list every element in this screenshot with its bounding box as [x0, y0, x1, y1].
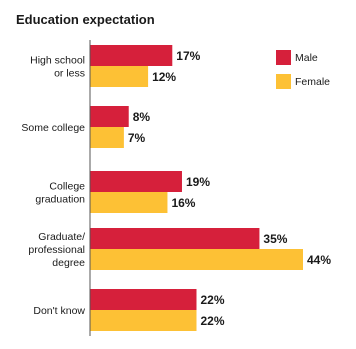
data-label: 44%	[307, 253, 331, 267]
legend-label-male: Male	[295, 52, 318, 64]
bar-male	[90, 45, 173, 66]
bars-layer	[90, 45, 303, 331]
category-label: professional	[28, 244, 85, 256]
category-label: Don't know	[33, 305, 85, 317]
legend: Male Female	[276, 50, 330, 89]
category-label: degree	[52, 257, 85, 269]
bar-female	[90, 66, 149, 87]
legend-swatch-female	[276, 74, 291, 89]
bar-male	[90, 106, 129, 127]
category-label: Graduate/	[38, 231, 85, 243]
bar-female	[90, 249, 303, 270]
data-label: 12%	[152, 70, 176, 84]
legend-swatch-male	[276, 50, 291, 65]
category-label: Some college	[21, 122, 85, 134]
data-label: 8%	[133, 110, 151, 124]
data-label: 22%	[201, 293, 225, 307]
bar-female	[90, 310, 197, 331]
data-label: 17%	[176, 49, 200, 63]
bar-male	[90, 171, 182, 192]
category-label: or less	[54, 68, 85, 80]
bar-male	[90, 289, 197, 310]
bar-female	[90, 127, 124, 148]
data-label: 7%	[128, 131, 146, 145]
category-label: graduation	[35, 194, 85, 206]
data-label: 16%	[171, 196, 195, 210]
data-label: 22%	[201, 314, 225, 328]
legend-label-female: Female	[295, 76, 330, 88]
bar-male	[90, 228, 260, 249]
chart-title: Education expectation	[16, 12, 155, 27]
bar-female	[90, 192, 168, 213]
data-label: 19%	[186, 175, 210, 189]
category-label: College	[49, 181, 85, 193]
category-label: High school	[30, 55, 85, 67]
data-label: 35%	[263, 232, 287, 246]
